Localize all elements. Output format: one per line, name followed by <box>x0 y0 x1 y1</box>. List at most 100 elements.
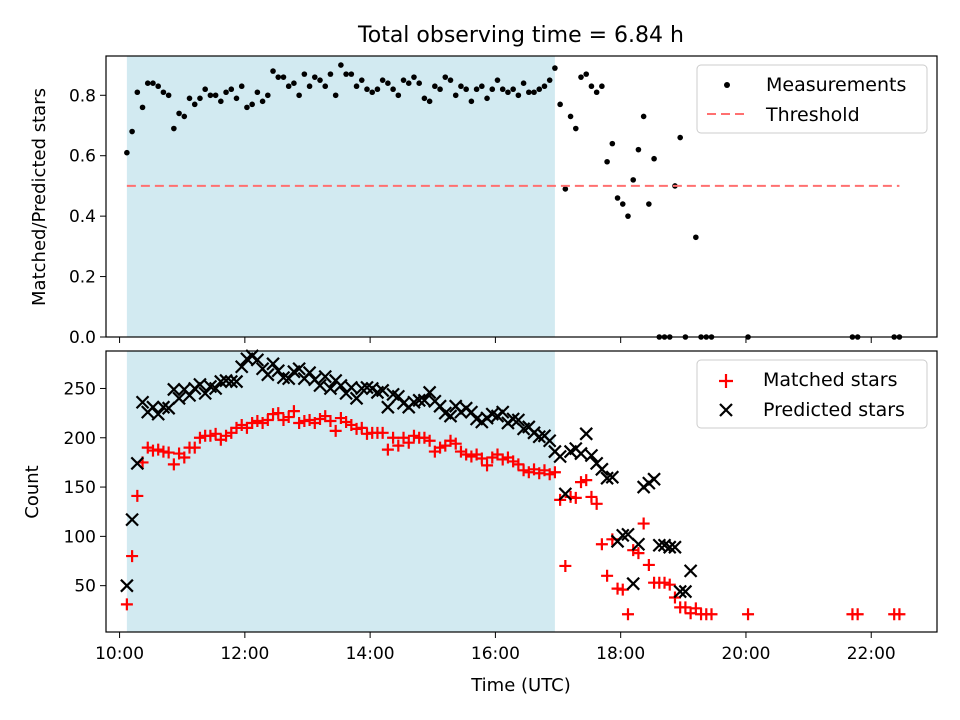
measurements-point <box>311 74 318 80</box>
predicted-stars-point <box>615 528 630 543</box>
measurements-point <box>369 89 376 96</box>
matched-stars-point <box>637 517 650 530</box>
measurements-point <box>176 110 182 117</box>
matched-stars-point <box>193 431 206 444</box>
measurements-point <box>609 140 616 147</box>
predicted-stars-point <box>281 371 296 386</box>
matched-stars-point <box>496 453 509 466</box>
predicted-stars-point <box>532 430 547 444</box>
measurements-point <box>296 92 302 99</box>
y-tick-label: 100 <box>64 527 96 547</box>
x-tick-label: 18:00 <box>596 644 645 664</box>
y-tick-label: 0.2 <box>69 268 96 288</box>
matched-stars-point <box>548 466 561 479</box>
measurements-point <box>499 86 506 93</box>
matched-stars-point <box>465 450 478 463</box>
matched-stars-point <box>162 446 175 459</box>
matched-stars-point <box>517 464 530 477</box>
measurements-point <box>526 89 532 96</box>
predicted-stars-point <box>495 405 510 419</box>
matched-stars-point <box>287 405 300 418</box>
measurements-point <box>129 128 135 135</box>
matched-stars-point <box>387 431 400 444</box>
predicted-stars-point <box>668 540 682 554</box>
measurements-point <box>155 83 161 90</box>
predicted-stars-point <box>261 367 275 382</box>
measurements-point <box>379 77 386 83</box>
predicted-stars-point <box>542 433 557 448</box>
predicted-stars-point <box>391 389 406 404</box>
measurements-point <box>458 83 464 90</box>
matched-stars-point <box>621 608 634 621</box>
y-tick-label: 0.8 <box>69 86 96 106</box>
predicted-stars-point <box>334 378 348 393</box>
matched-stars-point <box>126 550 139 563</box>
matched-stars-point <box>178 451 191 464</box>
measurements-point <box>614 195 621 201</box>
measurements-point <box>338 62 344 68</box>
matched-stars-point <box>616 583 629 596</box>
matched-stars-point <box>460 448 473 461</box>
predicted-stars-point <box>443 409 458 423</box>
matched-stars-point <box>475 452 488 465</box>
legend-predicted-stars-marker <box>719 403 733 417</box>
predicted-stars-point <box>652 538 667 553</box>
matched-stars-point <box>575 476 588 489</box>
bottom-legend: Matched stars Predicted stars <box>696 359 928 429</box>
measurements-point <box>186 95 193 102</box>
measurements-point <box>139 104 146 111</box>
matched-stars-point <box>705 608 718 621</box>
predicted-stars-point <box>214 374 228 389</box>
measurements-point <box>520 80 527 86</box>
top-y-axis-label: Matched/Predicted stars <box>29 88 50 306</box>
measurements-point <box>160 89 167 96</box>
predicted-stars-point <box>172 391 186 406</box>
bottom-panel: 50 100 150 200 250 10:00 12:00 14:00 16:00 18:00 2… <box>22 349 938 696</box>
top-legend: Measurements Threshold <box>696 64 928 134</box>
measurements-point <box>134 89 141 96</box>
measurements-point <box>619 201 626 207</box>
measurements-point <box>479 83 485 90</box>
matched-stars-point <box>131 489 144 502</box>
predicted-stars-point <box>120 578 134 593</box>
matched-stars-point <box>209 427 222 440</box>
measurements-point <box>630 177 637 183</box>
legend-measurements-label: Measurements <box>766 74 906 96</box>
predicted-stars-point <box>412 393 426 408</box>
predicted-stars-point <box>626 576 640 591</box>
y-tick-label: 200 <box>64 429 96 449</box>
measurements-point <box>625 213 631 219</box>
measurements-point <box>259 98 266 105</box>
matched-stars-point <box>407 429 420 442</box>
matched-stars-point <box>251 415 264 428</box>
predicted-stars-point <box>198 386 212 401</box>
matched-stars-point <box>569 491 582 504</box>
predicted-stars-point <box>193 377 207 392</box>
measurements-point <box>510 86 516 93</box>
matched-stars-point <box>590 497 603 510</box>
predicted-stars-point <box>381 400 395 414</box>
matched-stars-point <box>893 608 906 621</box>
measurements-point <box>405 80 412 86</box>
measurements-point <box>364 86 370 93</box>
measurements-point <box>228 86 235 93</box>
predicted-stars-point <box>302 365 317 380</box>
measurements-point <box>505 89 511 96</box>
chart-title: Total observing time = 6.84 h <box>357 23 684 48</box>
measurements-point <box>463 86 469 93</box>
x-tick-label: 10:00 <box>95 644 144 664</box>
predicted-stars-point <box>360 380 374 395</box>
measurements-point <box>515 92 522 99</box>
predicted-stars-point <box>433 399 447 413</box>
measurements-point <box>358 77 365 83</box>
matched-stars-point <box>512 458 525 471</box>
predicted-stars-point <box>323 381 338 396</box>
predicted-stars-point <box>464 405 479 419</box>
measurements-point <box>212 92 219 99</box>
measurements-point <box>343 71 349 77</box>
matched-stars-point <box>293 416 306 429</box>
predicted-stars-point <box>135 395 150 410</box>
predicted-stars-point <box>553 449 567 464</box>
legend-matched-stars-label: Matched stars <box>763 369 897 391</box>
measurements-point <box>583 71 590 77</box>
